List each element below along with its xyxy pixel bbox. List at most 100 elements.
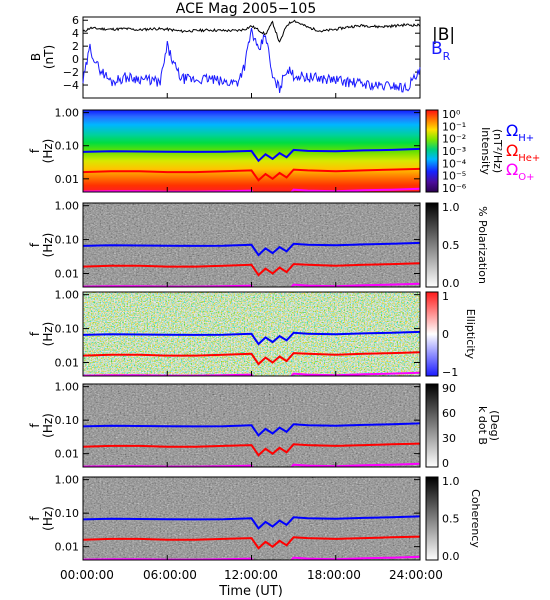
freq-panel-5: 1.00 0.10 0.01 f (Hz) 1.0 0.5 0.0 Coherency	[28, 474, 482, 563]
legend-omega-o: ΩO+	[506, 160, 534, 183]
colorbar-tick-label: 10⁻¹	[442, 120, 466, 133]
freq-tick-label: 0.10	[55, 414, 80, 427]
b-tick-label: 6	[72, 14, 79, 27]
colorbar-scale	[425, 202, 439, 288]
freq-ylabel-unit: (Hz)	[41, 233, 55, 258]
colorbar-label: k dot B	[476, 406, 489, 445]
colorbar-tick-label: 30	[442, 432, 456, 445]
legend-omega-o-main: Ω	[506, 160, 518, 179]
omega-H-line-1	[83, 147, 420, 163]
legend-b-r: BR	[431, 39, 451, 63]
colorbar-5: 1.0 0.5 0.0 Coherency	[425, 475, 482, 563]
omega-H-line-5	[83, 515, 420, 530]
time-tick-4: 24:00:00	[389, 568, 443, 582]
freq-ylabel-unit: (Hz)	[41, 413, 55, 438]
freq-panel-4: 1.00 0.10 0.01 f (Hz) 90 60 30 0 k dot B (Deg)	[28, 381, 501, 470]
b-tick-label: 0	[72, 53, 79, 66]
time-tick-3: 18:00:00	[307, 568, 361, 582]
time-axis-label: Time (UT)	[218, 584, 283, 599]
freq-ylabel: f	[28, 242, 42, 247]
omega-H-line-4	[83, 422, 420, 437]
time-tick-0: 00:00:00	[60, 568, 114, 582]
b-tick-label: −4	[63, 79, 79, 92]
colorbar-tick-label: 90	[442, 382, 456, 395]
freq-ylabel: f	[28, 331, 42, 336]
colorbar-4: 90 60 30 0 k dot B (Deg)	[425, 382, 501, 470]
colorbar-tick-label: 0	[442, 457, 449, 470]
freq-ylabel-unit: (Hz)	[41, 322, 55, 347]
freq-ylabel: f	[28, 423, 42, 428]
spectrogram-4	[83, 384, 420, 467]
freq-panel-2: 1.00 0.10 0.01 f (Hz) 1.0 0.5 0.0 % Polarization	[28, 200, 489, 290]
freq-panel-3: 1.00 0.10 0.01 f (Hz) 1 0 −1 Ellipticity	[28, 289, 477, 379]
colorbar-tick-label: 0	[442, 328, 449, 341]
omega-He-line-3	[83, 351, 420, 366]
omega-He-line-2	[83, 262, 420, 277]
freq-tick-label: 0.01	[55, 357, 80, 370]
freq-tick-label: 1.00	[55, 107, 80, 120]
legend-b-r-sub: R	[443, 50, 451, 63]
freq-tick-label: 0.01	[55, 173, 80, 186]
omega-He-line-1	[83, 167, 420, 182]
colorbar-tick-label: 0.5	[442, 239, 460, 252]
colorbar-scale	[425, 109, 439, 193]
colorbar-tick-label: 60	[442, 407, 456, 420]
colorbar-tick-label: 10⁻²	[442, 133, 466, 146]
freq-ylabel: f	[28, 148, 42, 153]
colorbar-label-unit: (nT²/Hz)	[491, 129, 504, 173]
spectrogram-2	[83, 203, 420, 287]
freq-panel-1: 1.00 0.10 0.01 f (Hz) 10⁰10⁻¹10⁻²10⁻³10⁻⁴10⁻⁵…	[28, 107, 504, 195]
freq-tick-label: 0.10	[55, 234, 80, 247]
colorbar-tick-label: 1	[442, 290, 449, 303]
colorbar-label: Coherency	[469, 489, 482, 548]
time-tick-2: 12:00:00	[224, 568, 278, 582]
freq-tick-label: 1.00	[55, 474, 80, 487]
omega-H-line-3	[83, 330, 420, 346]
colorbar-label: Ellipticity	[464, 309, 477, 360]
figure-title: ACE Mag 2005−105	[176, 1, 316, 17]
colorbar-label: Intensity	[479, 127, 492, 175]
legend-omega-he: ΩHe+	[506, 141, 540, 164]
colorbar-tick-label: 10⁻³	[442, 145, 466, 158]
freq-ylabel-unit: (Hz)	[41, 506, 55, 531]
freq-tick-label: 0.10	[55, 323, 80, 336]
b-tick-label: −2	[63, 66, 79, 79]
colorbar-scale	[425, 291, 439, 377]
freq-tick-label: 0.10	[55, 507, 80, 520]
colorbar-tick-label: 1.0	[442, 201, 460, 214]
freq-ylabel: f	[28, 516, 42, 521]
b-tick-label: 4	[72, 27, 79, 40]
omega-H-line-2	[83, 241, 420, 257]
colorbar-tick-label: 10⁻⁵	[442, 170, 466, 183]
legend-omega-h-sub: H+	[518, 133, 534, 144]
colorbar-3: 1 0 −1 Ellipticity	[425, 290, 477, 379]
b-ylabel-unit: (nT)	[42, 45, 56, 69]
freq-tick-label: 0.10	[55, 140, 80, 153]
time-tick-1: 06:00:00	[143, 568, 197, 582]
spectrogram-5	[83, 477, 420, 560]
freq-tick-label: 0.01	[55, 448, 80, 461]
b-tick-label: 2	[72, 40, 79, 53]
freq-ylabel-unit: (Hz)	[41, 139, 55, 164]
freq-tick-label: 1.00	[55, 200, 80, 213]
colorbar-label-unit: (Deg)	[488, 410, 501, 441]
colorbar-tick-label: 0.5	[442, 513, 460, 526]
legend-b-r-main: B	[431, 39, 443, 59]
omega-He-line-4	[83, 442, 420, 457]
b-r-line	[82, 28, 421, 93]
colorbar-scale	[425, 476, 439, 561]
legend-b-abs: |B|	[432, 25, 455, 45]
spectrogram-3	[83, 292, 420, 376]
freq-tick-label: 1.00	[55, 381, 80, 394]
legend-omega-h: ΩH+	[506, 121, 534, 144]
legend-omega-h-main: Ω	[506, 121, 518, 140]
freq-tick-label: 0.01	[55, 268, 80, 281]
colorbar-label: % Polarization	[476, 206, 489, 284]
time-axis: 00:00:00 06:00:00 12:00:00 18:00:00 24:0…	[60, 568, 443, 599]
colorbar-tick-label: 1.0	[442, 475, 460, 488]
b-ylabel: B	[29, 53, 43, 61]
colorbar-tick-label: 0.0	[442, 277, 460, 290]
freq-tick-label: 0.01	[55, 541, 80, 554]
